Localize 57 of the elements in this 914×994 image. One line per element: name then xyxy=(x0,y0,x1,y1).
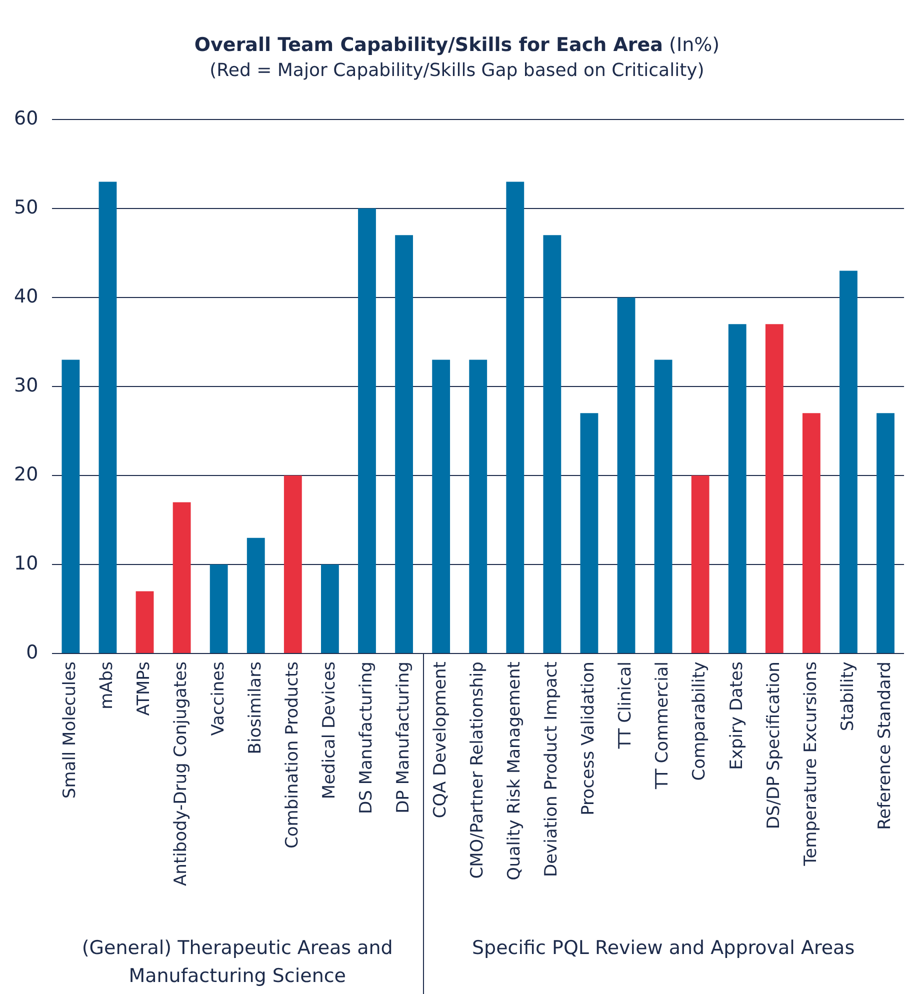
bar xyxy=(802,413,820,654)
y-tick-label: 60 xyxy=(14,107,38,130)
x-tick-label: Stability xyxy=(838,662,858,732)
bar xyxy=(321,564,339,654)
x-tick-label: DS Manufacturing xyxy=(356,662,376,814)
chart-subtitle: (Red = Major Capability/Skills Gap based on Criticality) xyxy=(208,60,706,81)
x-tick-label: Combination Products xyxy=(282,661,302,848)
bar xyxy=(284,476,302,654)
bar xyxy=(765,324,784,654)
y-tick-label: 0 xyxy=(26,641,38,664)
y-tick-label: 40 xyxy=(14,285,38,308)
x-tick-label: Expiry Dates xyxy=(726,661,747,770)
bar xyxy=(580,413,598,654)
bar xyxy=(840,270,858,654)
x-tick-label: TT Commercial xyxy=(652,662,673,790)
bar xyxy=(98,182,117,654)
x-tick-label: Antibody-Drug Conjugates xyxy=(171,661,192,886)
bar xyxy=(876,413,894,654)
y-tick-label: 50 xyxy=(14,196,38,218)
x-tick-label: DS/DP Specification xyxy=(764,662,784,830)
x-tick-label: Comparability xyxy=(690,662,710,781)
chart-title: Overall Team Capability/Skills for Each Area (In%) xyxy=(194,34,720,56)
x-tick-label: Deviation Product Impact xyxy=(542,661,562,878)
x-tick-label: Quality Risk Management xyxy=(504,661,525,880)
bar xyxy=(62,360,80,654)
x-tick-label: mAbs xyxy=(97,661,118,710)
bar xyxy=(654,360,672,654)
y-tick-label: 10 xyxy=(14,552,38,574)
x-tick-label: ATMPs xyxy=(134,661,154,716)
x-tick-label: Reference Standard xyxy=(874,662,895,830)
bar xyxy=(358,208,376,654)
x-tick-label: CMO/Partner Relationship xyxy=(468,662,488,879)
text: (General) Therapeutic Areas and Manufacturing Science xyxy=(82,937,393,987)
x-tick-label: Small Molecules xyxy=(60,661,80,799)
x-tick-label: Vaccines xyxy=(208,661,228,736)
bar xyxy=(136,591,154,654)
bar xyxy=(210,564,228,654)
bar xyxy=(395,235,413,654)
x-tick-label: DP Manufacturing xyxy=(393,662,414,814)
x-tick-label: Medical Devices xyxy=(319,661,340,800)
bar xyxy=(172,502,191,654)
bar xyxy=(246,538,265,654)
bar xyxy=(617,297,636,654)
bar xyxy=(691,476,710,654)
text: Specific PQL Review and Approval Areas xyxy=(472,937,855,959)
y-tick-label: 20 xyxy=(14,463,38,486)
bar xyxy=(728,324,746,654)
bar xyxy=(506,182,524,654)
x-tick-label: CQA Development xyxy=(430,661,450,818)
bar xyxy=(432,360,450,654)
y-tick-label: 30 xyxy=(14,374,38,396)
bar xyxy=(543,235,562,654)
x-tick-label: Temperature Excursions xyxy=(800,661,821,867)
x-tick-label: Biosimilars xyxy=(245,661,266,754)
x-tick-label: TT Clinical xyxy=(616,662,636,750)
x-tick-label: Process Validation xyxy=(578,662,599,816)
bar xyxy=(469,360,488,654)
